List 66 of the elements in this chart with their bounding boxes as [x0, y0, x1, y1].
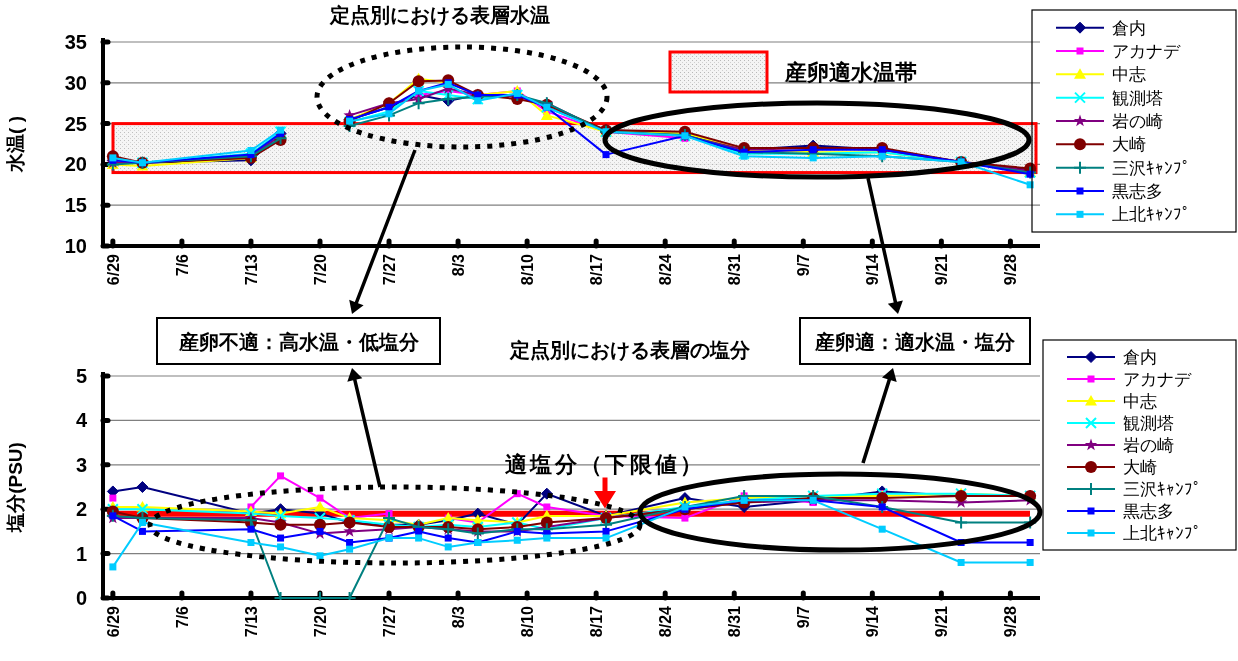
legend-label: 産卵適水温帯: [784, 60, 917, 85]
legend-label: アカナデ: [1112, 42, 1181, 61]
x-tick-label: 8/17: [588, 253, 606, 286]
y-tick-label: 5: [75, 365, 87, 387]
x-tick-label: 8/31: [726, 605, 744, 638]
legend-label: 観測塔: [1112, 88, 1163, 108]
x-tick-label: 6/29: [104, 253, 122, 286]
x-tick-label: 8/3: [450, 605, 468, 629]
legend-label: アカナデ: [1123, 370, 1192, 389]
legend-label: 大崎: [1123, 458, 1157, 477]
y-tick-label: 35: [64, 31, 87, 53]
y-axis-title: 水温( ): [5, 116, 26, 173]
legend-label: 上北ｷｬﾝﾌﾟ: [1112, 205, 1191, 225]
y-tick-label: 3: [75, 453, 87, 476]
x-tick-label: 8/31: [726, 253, 744, 286]
x-tick-label: 7/13: [242, 253, 260, 286]
x-tick-label: 7/20: [311, 605, 329, 638]
legend-label: 岩の崎: [1123, 436, 1174, 455]
y-tick-label: 15: [64, 194, 87, 217]
legend-label: 観測塔: [1123, 414, 1174, 433]
legend-label: 三沢ｷｬﾝﾌﾟ: [1112, 158, 1191, 178]
text: 産卵適：適水温・塩分: [814, 331, 1016, 353]
x-tick-label: 7/27: [381, 253, 399, 286]
x-tick-label: 6/29: [104, 605, 122, 638]
legend-label: 中志: [1123, 392, 1157, 411]
x-tick-label: 7/13: [242, 605, 260, 638]
x-tick-label: 8/10: [519, 253, 537, 286]
x-tick-label: 9/21: [933, 253, 951, 286]
y-tick-label: 0: [75, 587, 87, 609]
x-tick-label: 8/24: [657, 253, 675, 286]
x-tick-label: 7/6: [173, 253, 191, 277]
x-tick-label: 9/7: [795, 253, 813, 277]
x-tick-label: 7/6: [173, 605, 191, 629]
y-tick-label: 20: [64, 153, 87, 176]
legend-label: 上北ｷｬﾝﾌﾟ: [1123, 524, 1202, 543]
y-tick-label: 2: [75, 498, 87, 521]
chart-title: 定点別における表層水温: [329, 4, 550, 27]
x-tick-label: 9/28: [1002, 253, 1020, 286]
x-tick-label: 9/14: [864, 605, 882, 638]
ref-line-label: 適塩分（下限値）: [505, 451, 705, 477]
legend-label: 黒志多: [1123, 502, 1174, 521]
x-tick-label: 8/24: [657, 605, 675, 638]
x-tick-label: 9/21: [933, 605, 951, 638]
x-tick-label: 8/17: [588, 605, 606, 638]
legend-label: 中志: [1112, 65, 1146, 85]
legend-label: 岩の崎: [1112, 112, 1163, 131]
x-tick-label: 8/3: [450, 253, 468, 277]
x-tick-label: 7/27: [381, 605, 399, 638]
text: 産卵不適：高水温・低塩分: [177, 331, 420, 353]
x-tick-label: 9/28: [1002, 605, 1020, 638]
y-tick-label: 25: [64, 112, 87, 135]
x-tick-label: 9/7: [795, 605, 813, 629]
y-tick-label: 30: [64, 71, 87, 94]
y-tick-label: 10: [64, 235, 87, 257]
legend-label: 三沢ｷｬﾝﾌﾟ: [1123, 480, 1202, 499]
legend-label: 倉内: [1123, 348, 1157, 367]
y-axis-title: 塩分(PSU): [5, 442, 26, 533]
x-tick-label: 9/14: [864, 253, 882, 286]
legend-label: 大崎: [1112, 135, 1146, 155]
x-tick-label: 8/10: [519, 605, 537, 638]
legend-label: 黒志多: [1112, 182, 1163, 201]
chart-title: 定点別における表層の塩分: [509, 339, 751, 362]
x-tick-label: 7/20: [311, 253, 329, 286]
legend-label: 倉内: [1112, 18, 1146, 38]
y-tick-label: 1: [75, 542, 87, 565]
y-tick-label: 4: [75, 409, 88, 432]
